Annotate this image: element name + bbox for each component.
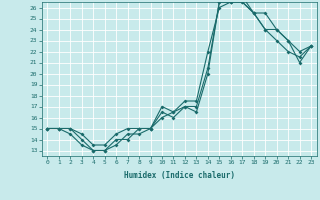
X-axis label: Humidex (Indice chaleur): Humidex (Indice chaleur) (124, 171, 235, 180)
